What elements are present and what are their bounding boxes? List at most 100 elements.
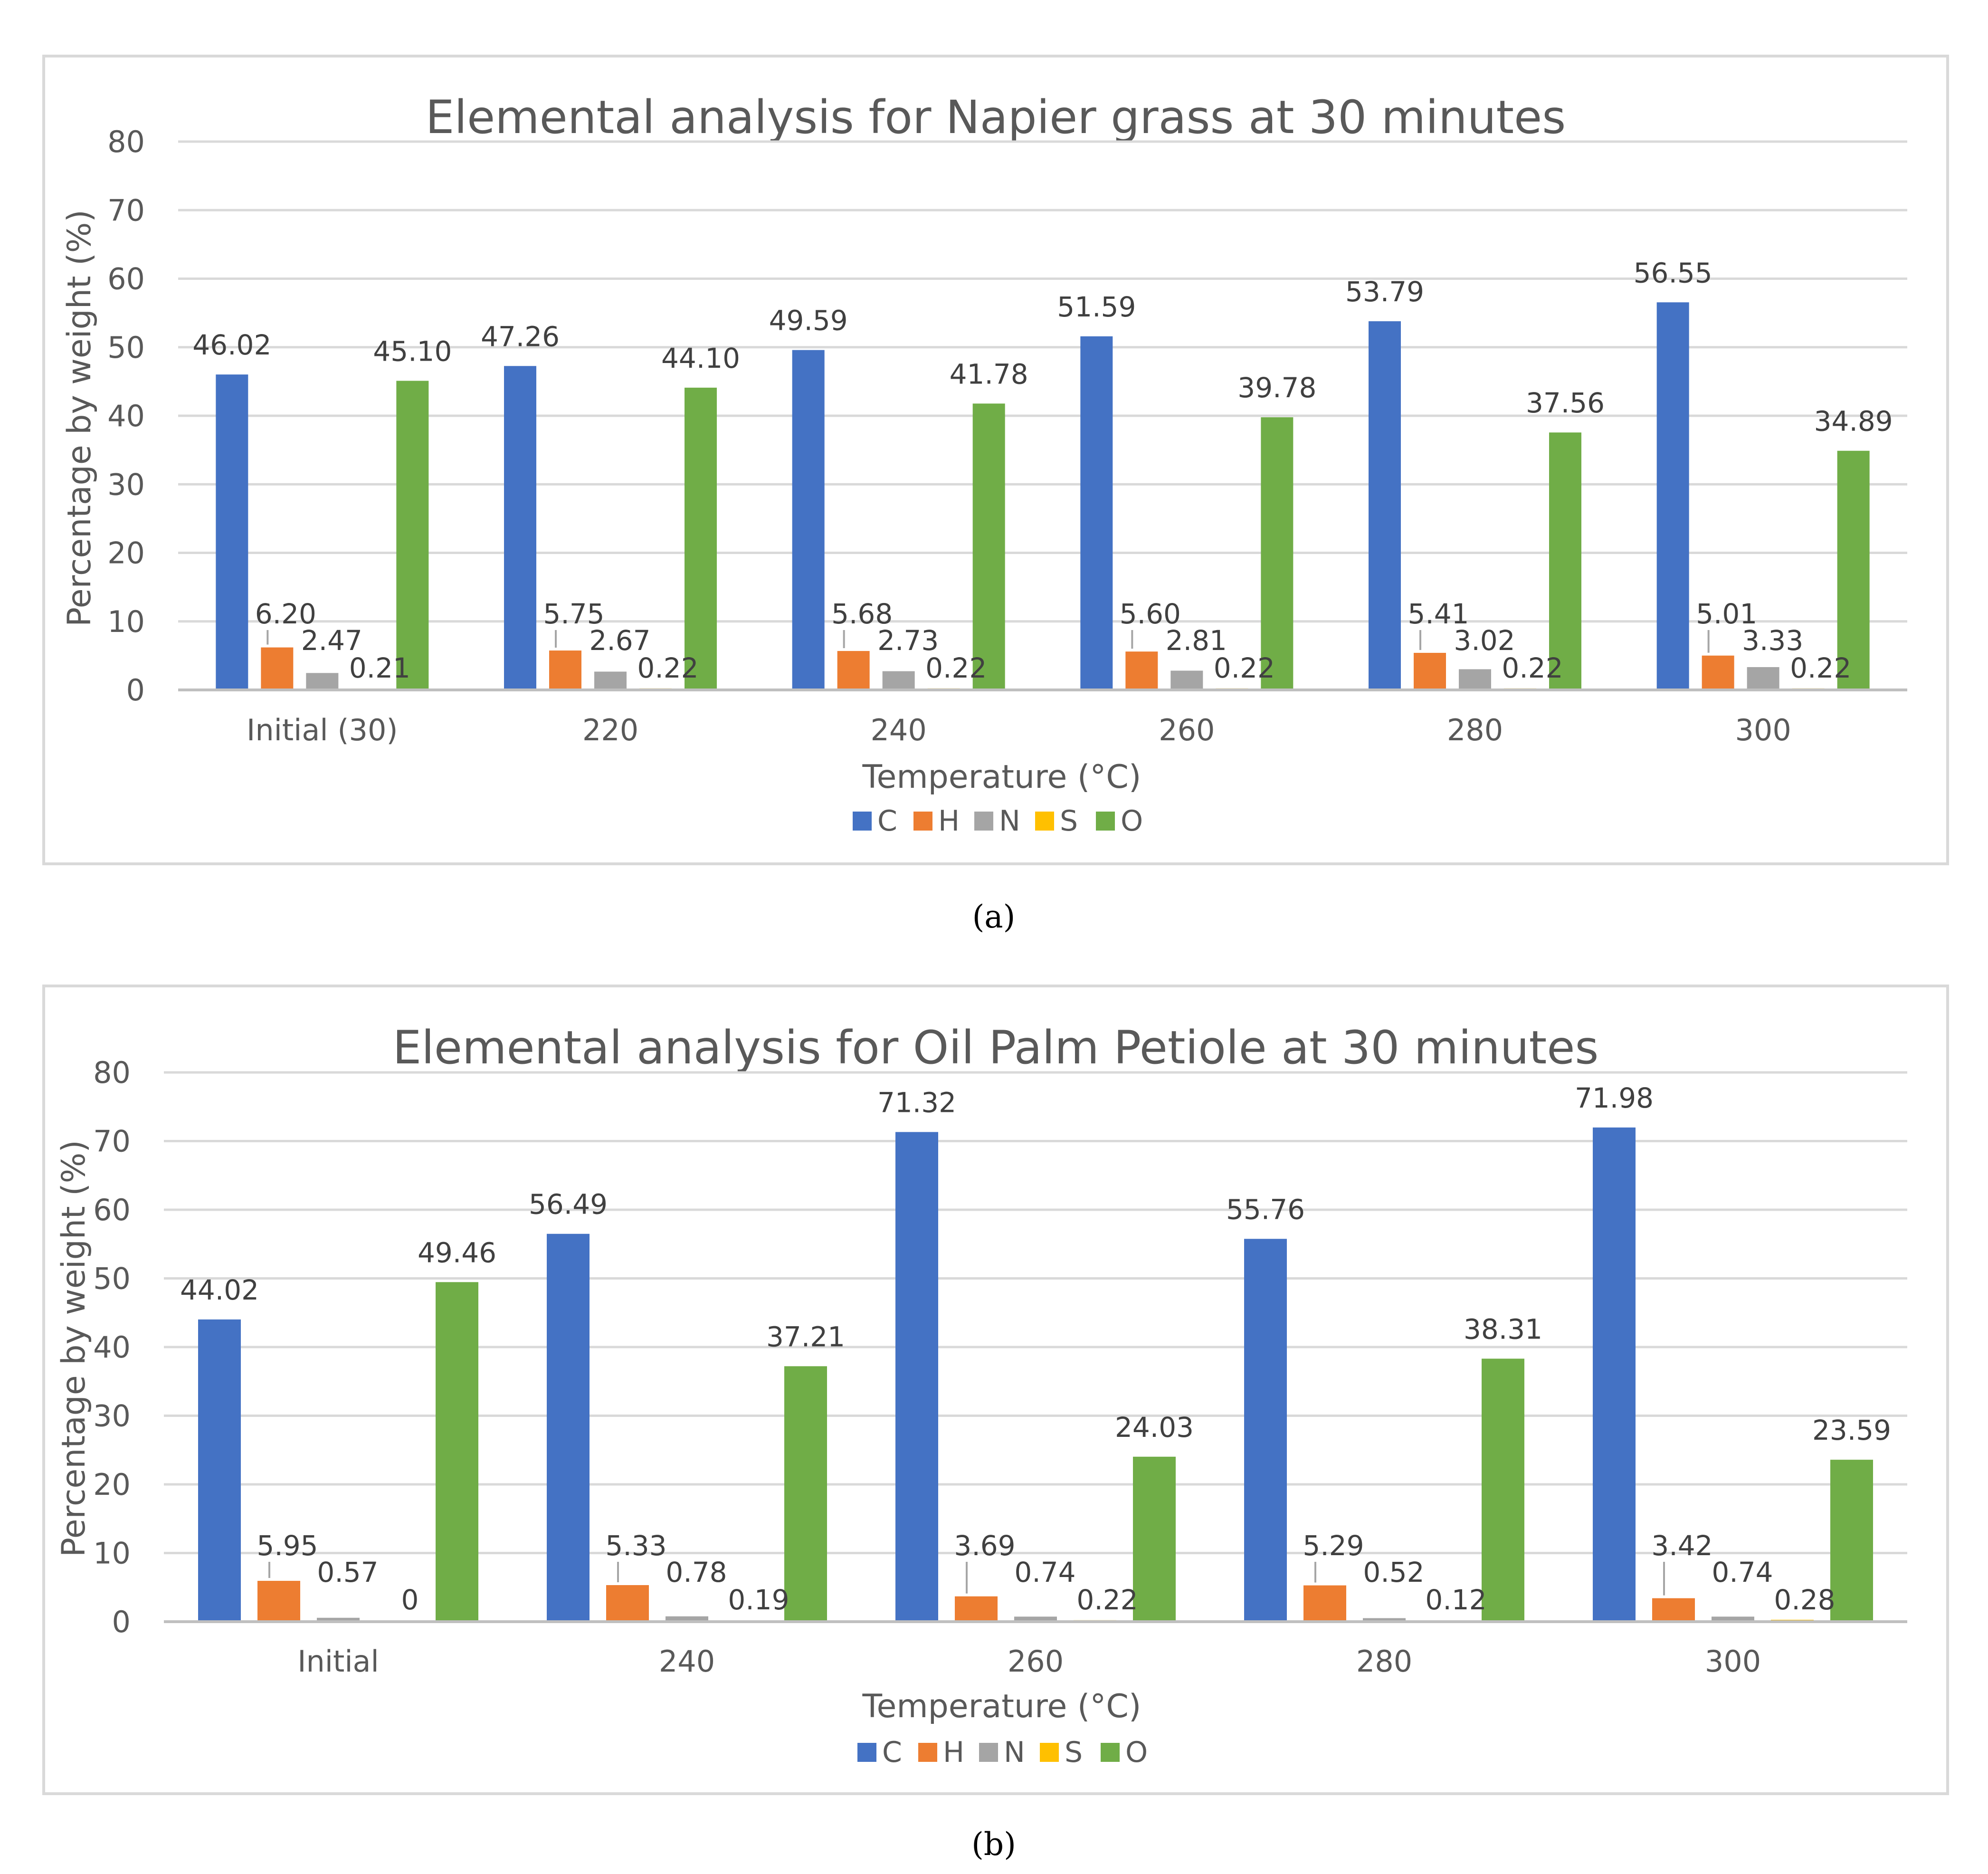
data-label-h: 3.42 <box>1651 1530 1712 1562</box>
bar-o <box>1133 1456 1176 1622</box>
data-label-h: 5.41 <box>1408 598 1469 630</box>
y-tick-label: 20 <box>107 536 145 571</box>
legend-swatch-n <box>979 1743 998 1762</box>
data-label-s: 0.22 <box>1076 1584 1138 1616</box>
chart-a-x-axis-label: Temperature (°C) <box>862 758 1141 796</box>
y-tick-label: 40 <box>107 399 145 433</box>
bar-o <box>784 1366 827 1622</box>
bar-c <box>547 1233 590 1622</box>
x-tick-label: 300 <box>1735 713 1791 747</box>
legend-label-n: N <box>999 804 1020 838</box>
y-tick-label: 70 <box>107 193 145 228</box>
x-tick-label: 220 <box>582 713 638 747</box>
bar-n <box>1459 669 1491 690</box>
chart-b-data-labels: 44.02 5.950.57 0 49.46 56.49 5.330.780.19 37.2… <box>180 1082 1891 1616</box>
bar-o <box>396 381 429 690</box>
chart-a-label-leaders <box>266 630 1710 653</box>
data-label-h: 5.29 <box>1303 1530 1364 1562</box>
data-label-s: 0.12 <box>1425 1584 1486 1616</box>
y-tick-label: 60 <box>107 262 145 296</box>
y-tick-label: 0 <box>112 1605 131 1639</box>
bar-c <box>895 1132 938 1622</box>
legend-swatch-n <box>974 812 993 831</box>
data-label-c: 55.76 <box>1226 1193 1305 1225</box>
data-label-s: 0.22 <box>637 652 698 684</box>
data-label-c: 56.55 <box>1634 257 1712 289</box>
data-label-h: 5.01 <box>1696 598 1757 630</box>
chart-a-y-ticks: 0 10 20 30 40 50 60 70 80 <box>107 124 145 708</box>
chart-b-y-axis-label: Percentage by weight (%) <box>55 1140 93 1557</box>
chart-b-x-axis-label: Temperature (°C) <box>862 1688 1141 1725</box>
bar-h <box>257 1581 300 1622</box>
legend-swatch-h <box>918 1743 937 1762</box>
bar-h <box>1414 652 1446 690</box>
bar-n <box>1170 670 1203 690</box>
y-tick-label: 60 <box>93 1193 131 1227</box>
chart-b-y-ticks: 0 10 20 30 40 50 60 70 80 <box>93 1055 131 1639</box>
chart-b-title: Elemental analysis for Oil Palm Petiole … <box>393 1021 1599 1074</box>
bar-n <box>1363 1618 1406 1622</box>
data-label-h: 5.68 <box>831 598 893 630</box>
bar-h <box>1702 655 1734 690</box>
data-label-s: 0.21 <box>349 652 410 684</box>
data-label-c: 51.59 <box>1057 291 1136 323</box>
bar-n <box>1747 667 1779 690</box>
data-label-o: 44.10 <box>661 342 740 374</box>
bar-c <box>1080 336 1113 690</box>
caption-a: (a) <box>972 899 1016 935</box>
y-tick-label: 30 <box>93 1399 131 1434</box>
data-label-s: 0.28 <box>1774 1584 1835 1616</box>
data-label-s: 0.22 <box>1214 652 1275 684</box>
data-label-s: 0 <box>401 1584 419 1616</box>
legend-label-h: H <box>938 804 960 838</box>
legend-swatch-c <box>853 812 872 831</box>
y-tick-label: 80 <box>93 1055 131 1090</box>
y-tick-label: 40 <box>93 1330 131 1365</box>
data-label-o: 24.03 <box>1115 1411 1194 1444</box>
data-label-n: 3.33 <box>1742 624 1803 657</box>
data-label-c: 71.98 <box>1575 1082 1654 1114</box>
chart-a-bars <box>216 302 1870 690</box>
data-label-n: 2.67 <box>589 624 650 657</box>
data-label-n: 0.78 <box>666 1556 727 1588</box>
bar-h <box>1125 651 1158 690</box>
data-label-c: 56.49 <box>529 1188 608 1221</box>
legend-swatch-c <box>857 1743 876 1762</box>
bar-c <box>1593 1127 1636 1622</box>
legend-label-c: C <box>882 1736 902 1769</box>
x-tick-label: 240 <box>870 713 926 747</box>
x-tick-label: 280 <box>1447 713 1503 747</box>
bar-h <box>606 1585 649 1622</box>
data-label-o: 45.10 <box>373 335 452 367</box>
bar-h <box>1652 1598 1695 1622</box>
data-label-n: 2.73 <box>877 624 939 657</box>
legend-swatch-o <box>1096 812 1115 831</box>
data-label-o: 37.56 <box>1526 387 1605 419</box>
data-label-h: 3.69 <box>954 1530 1015 1562</box>
data-label-o: 37.21 <box>766 1320 845 1353</box>
data-label-h: 5.75 <box>543 598 604 630</box>
bar-c <box>198 1319 241 1622</box>
bar-n <box>1712 1616 1754 1622</box>
data-label-n: 0.57 <box>317 1556 378 1588</box>
bar-c <box>1369 321 1401 690</box>
bar-n <box>594 671 627 690</box>
bar-h <box>837 651 870 690</box>
chart-b-bars <box>198 1127 1873 1622</box>
bar-h <box>1303 1585 1346 1622</box>
data-label-n: 0.74 <box>1712 1556 1773 1588</box>
chart-a-x-ticks: Initial (30) 220 240 260 280 300 <box>247 713 1791 747</box>
bar-o <box>1261 417 1294 690</box>
chart-a-gridlines <box>178 140 1907 623</box>
chart-a-title: Elemental analysis for Napier grass at 3… <box>426 91 1566 144</box>
bar-o <box>1830 1460 1873 1622</box>
data-label-n: 3.02 <box>1454 624 1515 657</box>
bar-c <box>792 350 825 690</box>
y-tick-label: 50 <box>93 1262 131 1296</box>
x-tick-label: 240 <box>659 1644 715 1679</box>
bar-h <box>549 650 581 690</box>
bar-h <box>955 1596 998 1622</box>
legend-label-n: N <box>1004 1736 1025 1769</box>
x-tick-label: 260 <box>1008 1644 1064 1679</box>
